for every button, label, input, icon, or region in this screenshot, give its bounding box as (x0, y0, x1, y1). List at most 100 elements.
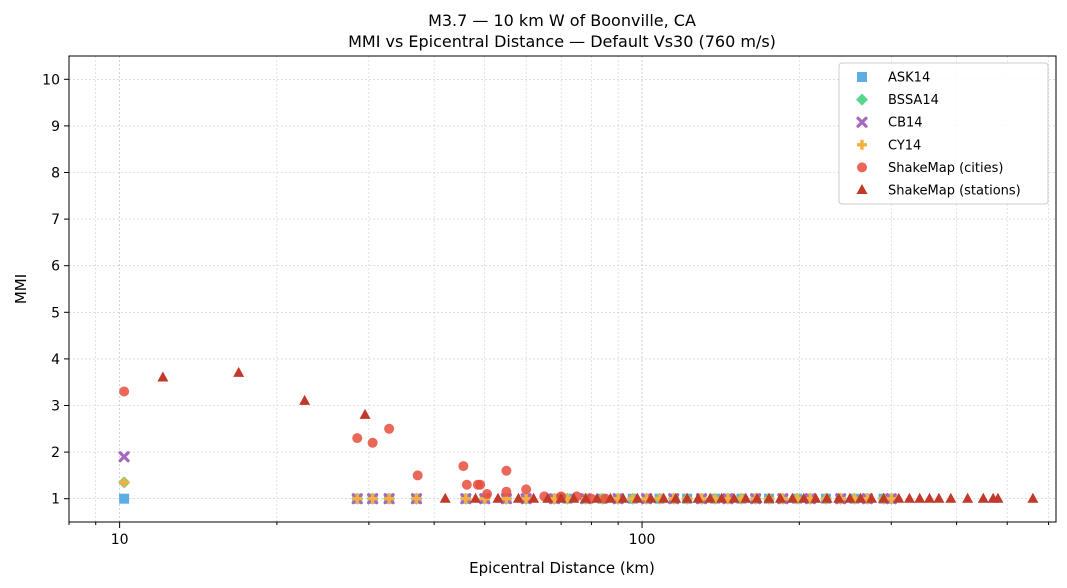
data-point (774, 492, 786, 503)
legend-label: ShakeMap (stations) (888, 184, 1021, 199)
data-point (580, 492, 592, 503)
data-point (604, 492, 616, 503)
y-tick-label: 9 (51, 119, 60, 135)
data-point (844, 492, 856, 503)
legend-marker (856, 116, 868, 128)
data-point (367, 493, 378, 504)
data-point (568, 492, 580, 503)
data-point (763, 492, 775, 503)
data-point (542, 492, 554, 503)
legend-marker (857, 72, 867, 82)
data-point (555, 492, 567, 503)
data-point (631, 492, 643, 503)
data-point (681, 492, 693, 503)
data-point (692, 492, 704, 503)
data-point (740, 492, 752, 503)
data-point (439, 492, 451, 503)
data-point (886, 493, 897, 504)
legend-entry: CY14 (857, 138, 921, 153)
data-point (728, 492, 740, 503)
data-point (482, 489, 493, 500)
data-point (521, 484, 532, 495)
data-point (352, 433, 363, 444)
legend-label: CB14 (888, 116, 923, 131)
y-tick-label: 6 (51, 259, 60, 275)
data-point (903, 492, 915, 503)
y-tick-label: 3 (51, 399, 60, 415)
legend: ASK14 BSSA14 CB14 CY14 ShakeMap (cities) Shak… (838, 62, 1049, 205)
data-point (591, 492, 603, 503)
chart-subtitle: MMI vs Epicentral Distance — Default Vs3… (348, 32, 776, 51)
data-point (962, 492, 974, 503)
data-point (157, 371, 169, 382)
series-shakemap-stations (157, 366, 1039, 503)
data-point (460, 493, 471, 504)
data-point (233, 366, 245, 377)
y-tick-label: 7 (51, 212, 60, 228)
x-tick-label: 10 (111, 532, 129, 548)
data-markers (118, 366, 1039, 505)
data-point (810, 492, 822, 503)
y-tick-label: 5 (51, 305, 60, 321)
y-tick-label: 8 (51, 166, 60, 182)
legend-label: BSSA14 (888, 93, 939, 108)
data-point (914, 492, 926, 503)
data-point (492, 492, 504, 503)
data-point (367, 437, 378, 448)
data-point (119, 477, 130, 488)
data-point (751, 492, 763, 503)
data-point (833, 492, 845, 503)
data-point (118, 451, 130, 463)
chart-title: M3.7 — 10 km W of Boonville, CA (428, 11, 696, 30)
data-point (977, 492, 989, 503)
data-point (658, 492, 670, 503)
data-point (704, 492, 716, 503)
y-tick-label: 2 (51, 445, 60, 461)
grid (68, 56, 1056, 522)
data-point (458, 461, 469, 472)
y-tick-label: 10 (42, 72, 60, 88)
data-point (645, 492, 657, 503)
legend-entry: ASK14 (857, 71, 930, 86)
data-point (798, 492, 810, 503)
data-point (411, 493, 422, 504)
legend-label: CY14 (888, 138, 921, 153)
data-point (461, 479, 472, 490)
y-axis-label: MMI (12, 274, 30, 304)
legend-entry: ShakeMap (cities) (857, 161, 1003, 176)
legend-label: ShakeMap (cities) (888, 161, 1003, 176)
x-axis-label: Epicentral Distance (km) (469, 559, 655, 577)
data-point (786, 492, 798, 503)
data-point (716, 492, 728, 503)
data-point (992, 492, 1004, 503)
data-point (119, 493, 130, 504)
data-point (412, 470, 423, 481)
legend-marker (857, 139, 867, 150)
y-tick-label: 1 (51, 492, 60, 508)
data-point (475, 479, 486, 490)
data-point (933, 492, 945, 503)
data-point (521, 493, 532, 504)
data-point (866, 492, 878, 503)
data-point (893, 492, 905, 503)
legend-entry: ShakeMap (stations) (856, 184, 1021, 199)
legend-marker (856, 184, 868, 194)
legend-label: ASK14 (888, 71, 930, 86)
legend-marker (857, 162, 867, 173)
data-point (670, 492, 682, 503)
data-point (855, 492, 867, 503)
data-point (470, 492, 482, 503)
data-point (299, 394, 311, 405)
data-point (384, 493, 395, 504)
data-point (384, 423, 395, 434)
data-point (617, 492, 629, 503)
data-point (878, 492, 890, 503)
axis-ticks: 10 100 1 2 3 4 5 6 7 8 9 10 (42, 72, 1050, 548)
legend-entry: BSSA14 (856, 93, 939, 108)
data-point (512, 492, 524, 503)
plot-frame (68, 55, 1057, 523)
data-point (528, 492, 540, 503)
x-tick-label: 100 (629, 532, 656, 548)
data-point (352, 493, 363, 504)
data-point (359, 408, 371, 419)
